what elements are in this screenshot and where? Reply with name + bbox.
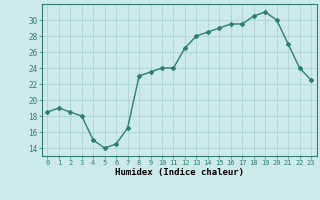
X-axis label: Humidex (Indice chaleur): Humidex (Indice chaleur)	[115, 168, 244, 177]
